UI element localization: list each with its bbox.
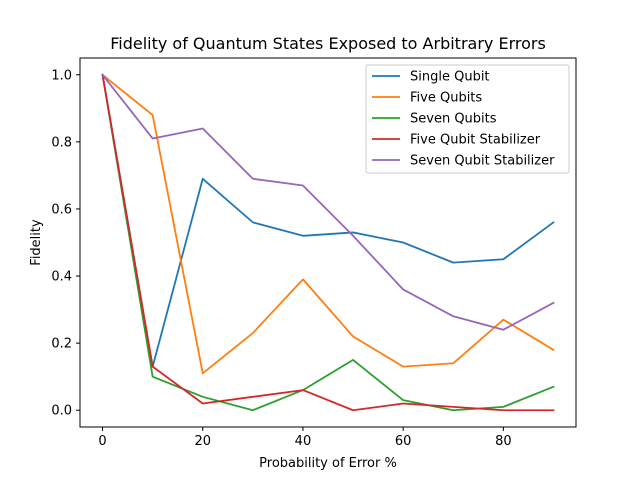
series-line — [101, 73, 555, 368]
x-axis-label: Probability of Error % — [259, 456, 397, 471]
y-tick-label: 1.0 — [51, 68, 72, 83]
legend-box — [365, 64, 570, 174]
x-tick-label: 60 — [395, 434, 412, 449]
series-layer — [101, 73, 555, 412]
legend-label: Seven Qubit Stabilizer — [410, 154, 555, 169]
series-line — [101, 73, 555, 331]
x-tick-label: 0 — [98, 434, 106, 449]
x-tick-label: 40 — [295, 434, 312, 449]
y-tick-label: 0.6 — [51, 202, 72, 217]
series-line — [101, 73, 555, 412]
y-axis-ticks: 0.0 0.2 0.4 0.6 0.8 1.0 — [51, 68, 80, 419]
y-tick-label: 0.2 — [51, 337, 72, 352]
plot-frame — [79, 57, 577, 428]
legend-label: Single Qubit — [410, 70, 490, 85]
legend-label: Five Qubit Stabilizer — [410, 133, 541, 148]
x-tick-label: 20 — [194, 434, 211, 449]
x-tick-label: 80 — [495, 434, 512, 449]
legend: Single Qubit Five Qubits Seven Qubits Five … — [365, 64, 570, 174]
chart-title: Fidelity of Quantum States Exposed to Ar… — [110, 34, 546, 53]
x-axis-ticks: 0 20 40 60 80 — [98, 427, 512, 449]
y-tick-label: 0.0 — [51, 404, 72, 419]
y-axis-label: Fidelity — [29, 219, 44, 266]
y-tick-label: 0.8 — [51, 135, 72, 150]
y-tick-label: 0.4 — [51, 270, 72, 285]
series-line — [101, 73, 555, 375]
legend-label: Seven Qubits — [410, 112, 497, 127]
legend-label: Five Qubits — [410, 91, 482, 106]
